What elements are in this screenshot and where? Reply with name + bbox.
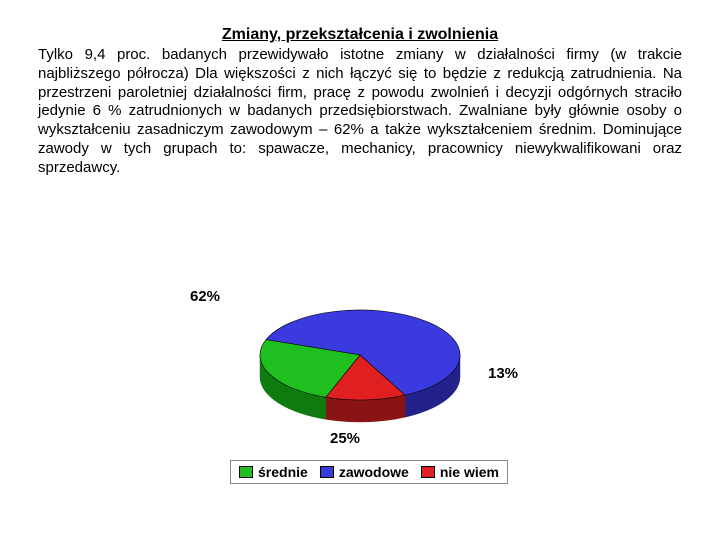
slice-label-niewiem: 13% xyxy=(488,365,518,382)
legend-swatch xyxy=(421,466,435,478)
legend-text: średnie xyxy=(258,464,308,480)
pie-svg xyxy=(250,300,470,430)
body-paragraph: Tylko 9,4 proc. badanych przewidywało is… xyxy=(38,46,682,177)
legend-item-niewiem: nie wiem xyxy=(421,464,499,480)
slice-label-srednie: 25% xyxy=(330,430,360,447)
slice-label-zawodowe: 62% xyxy=(190,288,220,305)
legend-swatch xyxy=(320,466,334,478)
pie-chart: 62% 13% 25% średnie zawodowe nie wiem xyxy=(140,270,580,530)
legend-text: zawodowe xyxy=(339,464,409,480)
legend-swatch xyxy=(239,466,253,478)
page-title: Zmiany, przekształcenia i zwolnienia xyxy=(38,26,682,44)
legend-text: nie wiem xyxy=(440,464,499,480)
legend-item-srednie: średnie xyxy=(239,464,308,480)
legend-item-zawodowe: zawodowe xyxy=(320,464,409,480)
chart-legend: średnie zawodowe nie wiem xyxy=(230,460,508,484)
